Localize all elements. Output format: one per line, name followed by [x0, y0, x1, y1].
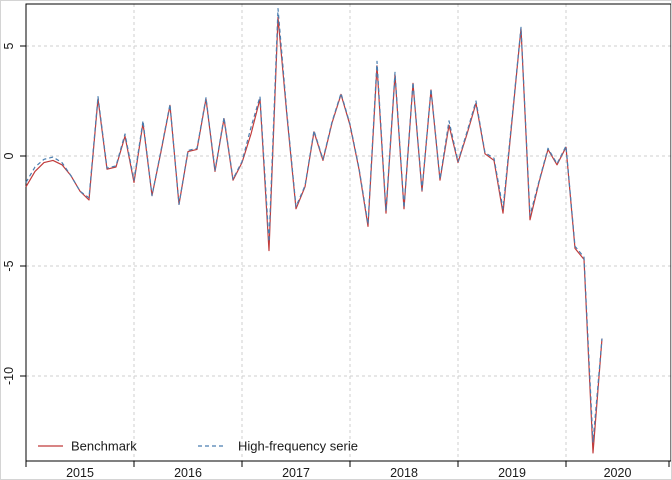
x-tick-label: 2017 [282, 466, 310, 480]
y-tick-label: 0 [2, 152, 16, 159]
x-tick-label: 2018 [390, 466, 418, 480]
legend: Benchmark High-frequency serie [38, 439, 358, 454]
legend-label: Benchmark [71, 439, 137, 454]
grid [26, 4, 671, 461]
y-tick-label: -10 [2, 367, 16, 385]
x-tick-label: 2015 [66, 466, 94, 480]
x-tick-label: 2016 [174, 466, 202, 480]
x-tick-label: 2019 [498, 466, 526, 480]
x-tick-label: 2020 [604, 466, 632, 480]
y-tick-label: -5 [2, 260, 16, 271]
y-tick-label: 5 [2, 42, 16, 49]
x-axis: 2015 2016 2017 2018 2019 2020 [25, 461, 670, 480]
high-frequency-line [25, 8, 603, 443]
y-axis: 5 0 -5 -10 [2, 42, 26, 385]
legend-label: High-frequency serie [238, 439, 358, 454]
plot-box [25, 3, 671, 462]
